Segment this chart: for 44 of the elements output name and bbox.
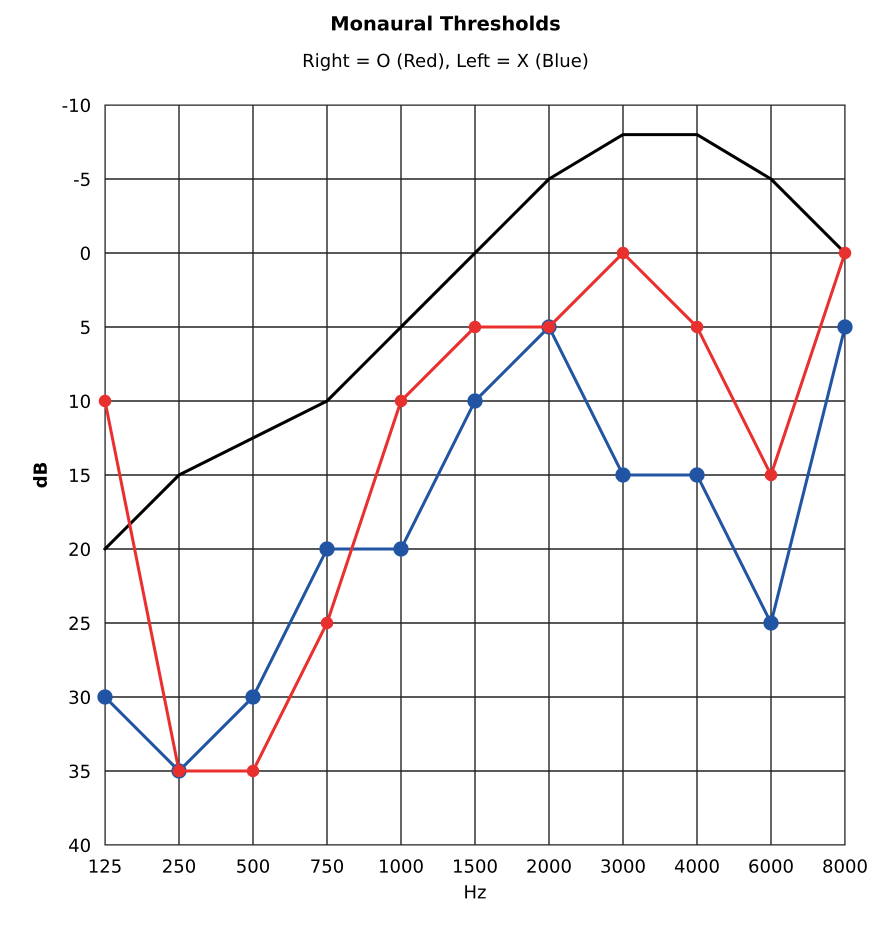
y-tick-label: -5	[74, 172, 90, 186]
y-tick-label: 25	[69, 616, 90, 630]
point	[246, 764, 260, 778]
x-tick-label: 500	[237, 859, 270, 873]
x-tick-label: 3000	[601, 859, 645, 873]
y-tick-label: 20	[69, 542, 90, 556]
point	[467, 393, 483, 409]
x-axis-title: Hz	[465, 885, 486, 898]
point	[394, 394, 408, 408]
y-tick-label: 40	[69, 838, 90, 852]
x-tick-label: 8000	[823, 859, 867, 873]
y-tick-label: 35	[70, 764, 90, 778]
point	[98, 394, 112, 408]
point	[690, 320, 704, 334]
y-tick-label: 0	[80, 246, 90, 260]
point	[615, 467, 631, 483]
x-tick-label: 1500	[454, 859, 497, 873]
y-tick-label: -10	[62, 98, 90, 112]
x-tick-label: 4000	[674, 859, 719, 873]
y-axis-title: dB	[33, 462, 48, 488]
chart-subtitle: Right = O (Red), Left = X (Blue)	[304, 53, 588, 71]
point	[245, 689, 261, 705]
x-tick-label: 250	[163, 859, 196, 873]
y-tick-label: 30	[70, 690, 90, 704]
point	[838, 246, 852, 260]
y-tick-label: 10	[70, 394, 90, 408]
point	[393, 541, 409, 557]
chart-title: Monaural Thresholds	[332, 16, 560, 31]
point	[319, 541, 335, 557]
x-tick-label: 2000	[527, 859, 571, 873]
x-tick-label: 6000	[749, 859, 793, 873]
x-tick-label: 750	[311, 859, 344, 873]
y-tick-label: 5	[81, 320, 90, 334]
point	[764, 468, 778, 482]
x-tick-label: 125	[90, 859, 121, 873]
x-tick-label: 1000	[380, 859, 423, 873]
point	[97, 689, 113, 705]
point	[837, 319, 853, 335]
y-tick-label: 15	[70, 468, 90, 482]
point	[468, 320, 482, 334]
point	[689, 467, 705, 483]
point	[320, 616, 334, 630]
point	[616, 246, 630, 260]
point	[763, 615, 779, 631]
